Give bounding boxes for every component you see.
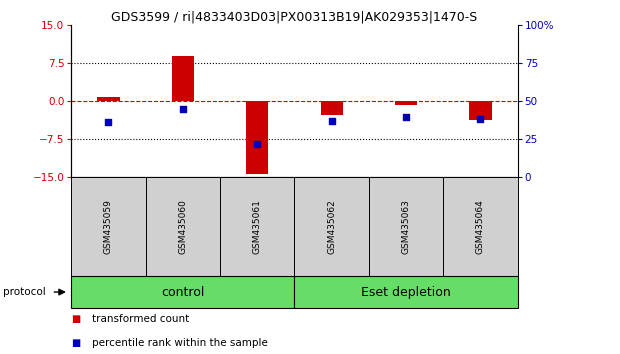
Point — [104, 119, 113, 125]
Text: percentile rank within the sample: percentile rank within the sample — [92, 338, 268, 348]
Text: control: control — [161, 286, 205, 298]
Bar — [246, 101, 268, 175]
Point — [178, 105, 188, 111]
Bar — [71, 177, 146, 276]
Point — [327, 118, 337, 124]
Bar — [321, 101, 343, 115]
Text: GSM435064: GSM435064 — [476, 199, 485, 254]
Title: GDS3599 / ri|4833403D03|PX00313B19|AK029353|1470-S: GDS3599 / ri|4833403D03|PX00313B19|AK029… — [112, 11, 477, 24]
Text: GSM435063: GSM435063 — [402, 199, 410, 254]
Text: GSM435059: GSM435059 — [104, 199, 113, 254]
Text: GSM435062: GSM435062 — [327, 199, 336, 254]
Bar — [395, 101, 417, 105]
Bar — [469, 101, 492, 120]
Point — [401, 114, 411, 120]
Text: transformed count: transformed count — [92, 314, 189, 324]
Text: protocol: protocol — [3, 287, 46, 297]
Bar — [443, 177, 518, 276]
Bar — [146, 177, 220, 276]
Bar — [220, 177, 294, 276]
Text: ■: ■ — [71, 338, 81, 348]
Text: Eset depletion: Eset depletion — [361, 286, 451, 298]
Point — [476, 116, 485, 121]
Text: GSM435060: GSM435060 — [179, 199, 187, 254]
Bar — [294, 276, 518, 308]
Bar — [294, 177, 369, 276]
Bar — [172, 56, 194, 101]
Text: ■: ■ — [71, 314, 81, 324]
Point — [252, 141, 262, 147]
Bar — [71, 276, 294, 308]
Bar — [97, 97, 120, 101]
Bar — [369, 177, 443, 276]
Text: GSM435061: GSM435061 — [253, 199, 262, 254]
